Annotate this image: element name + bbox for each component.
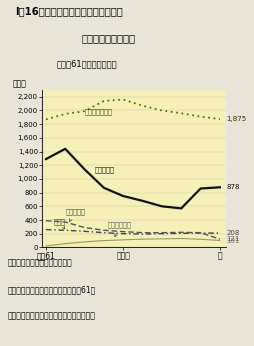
Text: 労働基準法: 労働基準法 <box>94 166 114 173</box>
Text: 878: 878 <box>226 184 239 190</box>
Text: （人）: （人） <box>13 79 26 88</box>
Text: ２　「労働者派遣法」は，昭和61年: ２ 「労働者派遣法」は，昭和61年 <box>8 285 96 294</box>
Text: 新規受理人員の推移: 新規受理人員の推移 <box>81 33 135 43</box>
Text: 職業安定法: 職業安定法 <box>65 209 85 221</box>
Text: 労働者派遣法: 労働者派遣法 <box>107 221 131 237</box>
Text: 1,875: 1,875 <box>226 116 246 122</box>
Text: ７月１日施行されたものである。: ７月１日施行されたものである。 <box>8 312 95 321</box>
Text: 労働安全衛生法: 労働安全衛生法 <box>84 108 112 115</box>
Text: 208: 208 <box>226 230 239 236</box>
Text: 船員法: 船員法 <box>53 218 66 229</box>
Text: 101: 101 <box>226 238 239 244</box>
Text: 注　１　検察統計年報による。: 注 １ 検察統計年報による。 <box>8 259 72 268</box>
Text: 121: 121 <box>226 236 239 242</box>
Text: I－16図　労働関係特別法犯の検察庁: I－16図 労働関係特別法犯の検察庁 <box>15 7 123 17</box>
Text: （昭和61年－平成７年）: （昭和61年－平成７年） <box>56 60 116 69</box>
